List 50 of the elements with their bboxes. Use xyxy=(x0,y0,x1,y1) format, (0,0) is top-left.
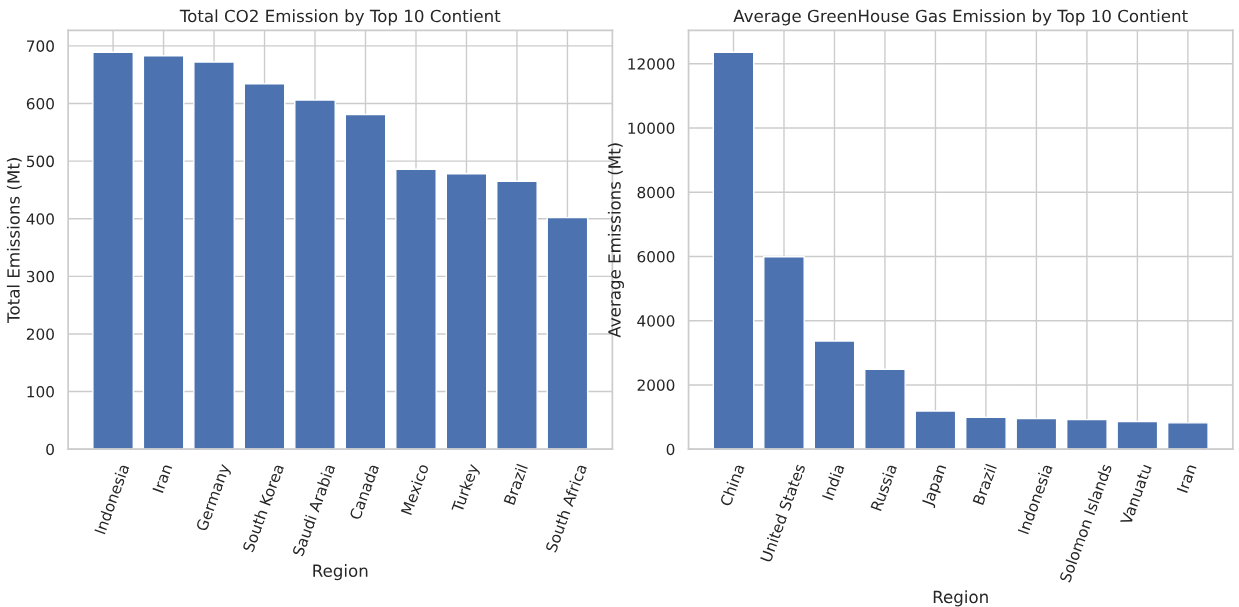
y-axis-title: Total Emissions (Mt) xyxy=(6,158,22,323)
y-tick-label: 2000 xyxy=(637,379,675,391)
chart-title: Average GreenHouse Gas Emission by Top 10 Contient xyxy=(733,9,1188,26)
bar xyxy=(193,61,235,450)
y-tick-label: 400 xyxy=(26,213,54,225)
y-axis-title: Average Emissions (Mt) xyxy=(607,143,624,338)
bar xyxy=(914,410,957,450)
bar xyxy=(395,168,437,450)
x-tick-label: South Korea xyxy=(242,463,285,553)
bar xyxy=(1015,417,1058,450)
bar xyxy=(546,216,589,450)
bar xyxy=(243,83,286,450)
y-tick-label: 0 xyxy=(46,443,54,456)
chart-title: Total CO2 Emission by Top 10 Contient xyxy=(179,9,501,26)
bar xyxy=(294,99,336,450)
y-tick-label: 700 xyxy=(27,40,54,52)
bar xyxy=(496,180,538,450)
bar xyxy=(92,51,134,450)
y-tick-label: 500 xyxy=(26,155,54,168)
x-tick-label: Japan xyxy=(921,463,950,509)
y-tick-label: 10000 xyxy=(628,122,675,135)
y-tick-label: 6000 xyxy=(637,250,675,263)
x-axis-title: Region xyxy=(313,564,368,581)
bar xyxy=(1066,418,1108,450)
x-tick-label: India xyxy=(821,463,845,501)
bar xyxy=(1116,420,1159,450)
y-tick-label: 0 xyxy=(666,443,675,456)
x-tick-label: Brazil xyxy=(972,463,997,506)
y-tick-label: 200 xyxy=(26,328,54,340)
x-tick-label: Iran xyxy=(152,463,173,494)
bar xyxy=(965,416,1007,450)
y-tick-label: 8000 xyxy=(637,186,675,199)
bar xyxy=(813,340,856,450)
x-tick-label: Brazil xyxy=(503,463,528,506)
x-tick-label: Iran xyxy=(1176,463,1197,494)
x-tick-label: China xyxy=(719,463,745,507)
y-tick-label: 4000 xyxy=(637,315,675,327)
bar xyxy=(344,113,387,450)
bar xyxy=(142,55,185,450)
y-tick-label: 100 xyxy=(27,386,54,398)
bar xyxy=(1166,422,1209,450)
bar xyxy=(864,368,906,450)
x-tick-label: South Africa xyxy=(544,463,588,553)
x-axis-title: Region xyxy=(933,590,988,607)
y-tick-label: 12000 xyxy=(628,58,675,70)
y-tick-label: 300 xyxy=(26,270,54,283)
bar xyxy=(763,256,805,450)
bar xyxy=(712,51,755,450)
bar xyxy=(445,173,488,450)
y-tick-label: 600 xyxy=(26,97,54,110)
